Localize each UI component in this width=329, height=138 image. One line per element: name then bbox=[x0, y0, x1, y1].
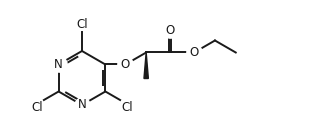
Text: Cl: Cl bbox=[31, 101, 43, 114]
Text: N: N bbox=[78, 99, 87, 112]
Text: O: O bbox=[165, 24, 175, 37]
Text: O: O bbox=[190, 46, 199, 59]
Text: O: O bbox=[121, 58, 130, 71]
Text: N: N bbox=[54, 58, 63, 71]
Text: Cl: Cl bbox=[121, 101, 133, 114]
Text: Cl: Cl bbox=[76, 18, 88, 31]
Polygon shape bbox=[144, 52, 148, 79]
